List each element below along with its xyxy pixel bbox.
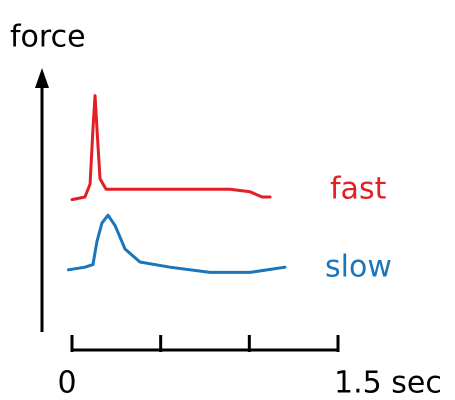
y-axis-label: force: [10, 20, 86, 55]
y-axis-arrow: [35, 68, 49, 88]
x-tick-label: 1.5 sec: [334, 366, 442, 400]
x-tick-label: 0: [57, 366, 76, 400]
legend-label: slow: [325, 250, 392, 285]
line: [70, 94, 272, 202]
legend-label: fast: [330, 172, 387, 207]
line: [66, 213, 287, 274]
